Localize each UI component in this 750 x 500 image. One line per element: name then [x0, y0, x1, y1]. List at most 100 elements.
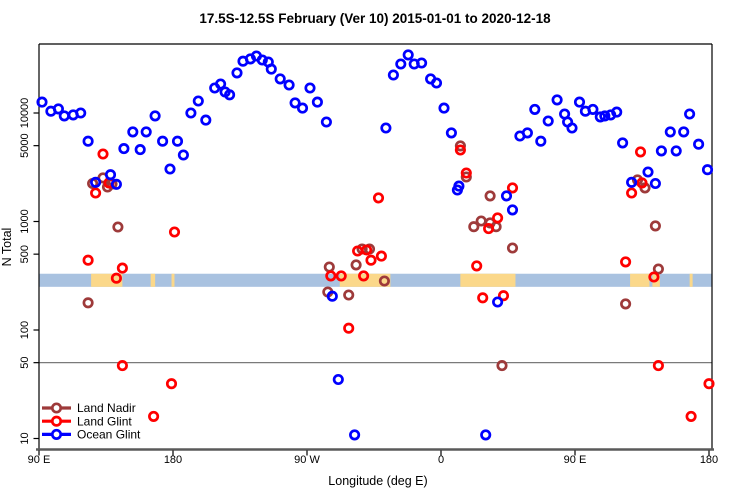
band-land-segment	[630, 273, 650, 287]
data-point-ocean-glint	[326, 290, 338, 302]
data-point-ocean-glint	[445, 127, 457, 139]
data-point-ocean-glint	[655, 145, 667, 157]
data-point-ocean-glint	[304, 82, 316, 94]
data-point-land-glint	[636, 177, 648, 189]
data-point-land-glint	[343, 322, 355, 334]
data-point-ocean-glint	[395, 58, 407, 70]
data-point-ocean-glint	[617, 137, 629, 149]
axis-ticks: 90 E 180 90 W 0 90 E 180 10 50 100 500 1000 5000 100…	[19, 98, 718, 466]
data-point-ocean-glint	[535, 135, 547, 147]
data-point-ocean-glint	[693, 138, 705, 150]
legend-marker	[50, 428, 63, 440]
data-point-land-nadir	[506, 242, 519, 254]
data-point-ocean-glint	[52, 103, 64, 115]
data-point-ocean-glint	[127, 126, 139, 138]
data-point-land-glint	[82, 254, 94, 266]
data-point-land-glint	[626, 187, 638, 199]
data-point-ocean-glint	[684, 108, 696, 120]
data-point-land-glint	[325, 270, 337, 282]
data-point-ocean-glint	[500, 190, 513, 202]
data-point-ocean-glint	[104, 169, 117, 181]
data-point-ocean-glint	[200, 114, 212, 126]
data-point-ocean-glint	[573, 96, 586, 108]
data-point-ocean-glint	[387, 69, 399, 81]
data-point-land-glint	[165, 378, 178, 390]
data-point-ocean-glint	[438, 102, 450, 114]
data-point-land-glint	[454, 144, 466, 156]
data-point-ocean-glint	[332, 373, 344, 386]
data-point-land-glint	[365, 254, 377, 266]
data-point-land-nadir	[496, 360, 508, 372]
plot-frame	[36, 43, 714, 451]
data-point-land-nadir	[468, 221, 480, 233]
x-tick-label: 90 W	[294, 454, 320, 466]
data-point-ocean-glint	[587, 103, 599, 115]
data-point-land-glint	[506, 182, 519, 194]
data-point-land-glint	[361, 244, 373, 256]
data-point-ocean-glint	[529, 103, 541, 115]
data-point-ocean-glint	[402, 49, 414, 61]
data-point-land-glint	[375, 250, 387, 262]
data-point-ocean-glint	[416, 57, 428, 69]
data-point-ocean-glint	[701, 164, 714, 176]
data-point-land-glint	[110, 272, 122, 284]
data-point-land-nadir	[460, 171, 472, 183]
data-point-ocean-glint	[611, 106, 623, 118]
x-tick-label: 90 E	[28, 454, 51, 466]
x-tick-label: 180	[700, 454, 718, 466]
data-point-land-nadir	[350, 259, 362, 271]
data-point-land-glint	[703, 378, 715, 390]
data-point-land-glint	[148, 410, 160, 422]
data-point-land-glint	[116, 262, 128, 274]
chart-title: 17.5S-12.5S February (Ver 10) 2015-01-01…	[199, 11, 551, 26]
y-tick-label: 50	[19, 357, 31, 369]
data-point-land-glint	[116, 360, 128, 372]
band-land-segment	[91, 273, 123, 287]
data-point-ocean-glint	[157, 135, 169, 147]
data-point-ocean-glint	[599, 110, 611, 122]
data-point-land-glint	[634, 146, 647, 158]
data-points	[36, 49, 715, 441]
data-point-ocean-glint	[256, 54, 268, 66]
data-point-ocean-glint	[311, 96, 323, 108]
data-point-ocean-glint	[283, 79, 295, 91]
data-point-land-glint	[97, 148, 109, 160]
data-point-ocean-glint	[506, 204, 519, 216]
legend-label: Land Nadir	[77, 401, 136, 415]
data-point-ocean-glint	[480, 429, 492, 441]
data-point-land-nadir	[112, 221, 124, 233]
legend-marker	[50, 402, 63, 414]
data-point-ocean-glint	[542, 115, 554, 127]
data-point-ocean-glint	[274, 73, 286, 85]
data-point-ocean-glint	[642, 166, 654, 178]
data-point-ocean-glint	[185, 107, 197, 119]
data-point-land-nadir	[454, 140, 466, 152]
data-point-land-glint	[90, 187, 102, 199]
data-point-land-glint	[358, 270, 370, 282]
band-land-segment	[460, 273, 516, 287]
data-point-land-nadir	[649, 220, 661, 232]
data-point-ocean-glint	[177, 149, 189, 161]
data-point-ocean-glint	[492, 296, 504, 308]
data-point-land-glint	[335, 270, 347, 282]
data-point-land-nadir	[484, 190, 496, 202]
data-point-land-glint	[685, 410, 697, 422]
x-axis-title: Longitude (deg E)	[328, 474, 427, 488]
data-point-ocean-glint	[289, 97, 301, 109]
data-point-land-nadir	[323, 261, 335, 273]
data-point-land-glint	[168, 226, 181, 238]
data-point-ocean-glint	[140, 126, 152, 138]
data-point-ocean-glint	[349, 429, 361, 441]
data-point-land-nadir	[82, 297, 94, 309]
data-point-land-glint	[648, 271, 660, 283]
data-point-ocean-glint	[670, 145, 682, 157]
data-point-land-glint	[652, 360, 664, 372]
data-point-ocean-glint	[296, 102, 309, 114]
data-point-ocean-glint	[118, 143, 130, 155]
data-point-ocean-glint	[164, 163, 176, 175]
data-point-land-glint	[477, 292, 489, 304]
data-point-ocean-glint	[664, 126, 676, 138]
data-point-ocean-glint	[453, 180, 465, 192]
highlight-band	[39, 273, 712, 287]
